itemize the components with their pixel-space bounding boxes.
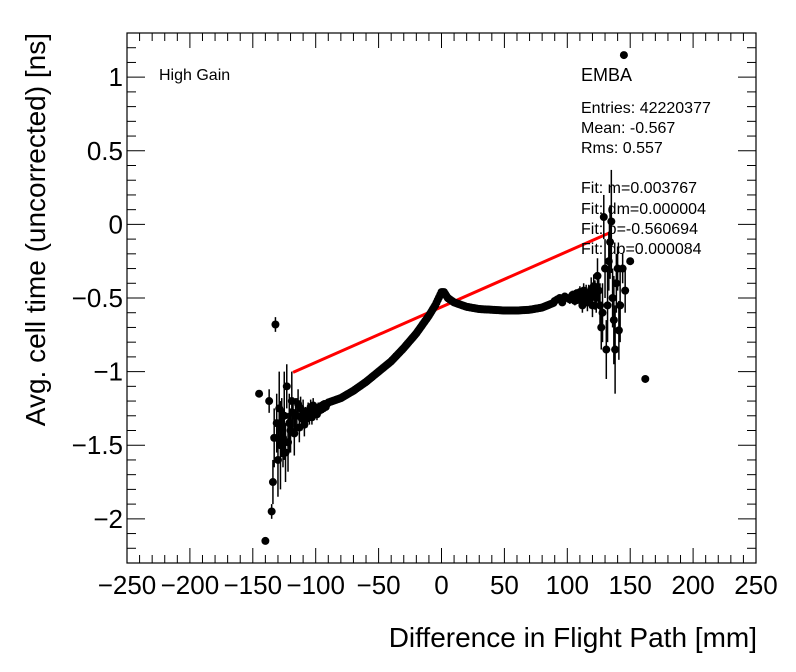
data-point: [594, 286, 603, 295]
data-point: [611, 345, 620, 354]
y-tick-label: 1: [109, 62, 123, 92]
data-point: [626, 257, 635, 266]
data-point: [607, 217, 616, 226]
stats-title: EMBA: [581, 65, 632, 85]
y-axis-title: Avg. cell time (uncorrected) [ns]: [20, 33, 51, 426]
data-point: [616, 301, 625, 310]
stats-fit-dm: Fit: dm=0.000004: [581, 201, 706, 218]
stats-fit-b: Fit: b=-0.560694: [581, 221, 698, 238]
x-tick-label: −200: [161, 570, 220, 600]
x-tick-label: −50: [357, 570, 401, 600]
data-point: [267, 507, 276, 516]
data-point: [602, 345, 611, 354]
x-tick-label: 200: [671, 570, 714, 600]
data-point: [271, 320, 280, 329]
x-tick-label: −150: [224, 570, 283, 600]
x-tick-label: 150: [609, 570, 652, 600]
data-point: [597, 323, 606, 332]
data-point: [609, 316, 618, 325]
data-point: [282, 382, 291, 391]
x-tick-label: 250: [734, 570, 777, 600]
data-point: [621, 286, 630, 295]
x-tick-label: −250: [98, 570, 157, 600]
stats-rms: Rms: 0.557: [581, 140, 663, 157]
x-tick-label: 100: [546, 570, 589, 600]
data-point: [593, 271, 602, 280]
y-tick-label: 0: [109, 209, 123, 239]
y-tick-label: −0.5: [72, 283, 123, 313]
y-tick-label: −1.5: [72, 430, 123, 460]
data-point: [323, 400, 332, 408]
y-tick-label: 0.5: [87, 136, 123, 166]
gain-label: High Gain: [159, 67, 230, 84]
data-point: [255, 389, 264, 398]
data-point: [280, 411, 289, 420]
axis-ticks-layer: −250 −200 −150 −100 −50 0 50 100 150 200 250 −2 −1.5…: [72, 32, 778, 600]
data-point: [608, 294, 617, 302]
data-point: [603, 301, 612, 310]
x-tick-label: 50: [490, 570, 519, 600]
data-point: [268, 478, 277, 487]
x-tick-label: 0: [434, 570, 448, 600]
data-points-layer: [255, 51, 650, 545]
data-point: [265, 397, 274, 406]
y-tick-label: −1: [93, 357, 123, 387]
data-point: [261, 536, 270, 545]
x-tick-label: −100: [286, 570, 345, 600]
x-axis-title: Difference in Flight Path [mm]: [389, 622, 757, 653]
stats-fit-m: Fit: m=0.003767: [581, 180, 697, 197]
stats-fit-db: Fit: db=0.000084: [581, 241, 702, 258]
data-point: [598, 308, 607, 317]
data-point: [612, 279, 621, 288]
stats-mean: Mean: -0.567: [581, 120, 675, 137]
data-point: [641, 374, 650, 383]
data-point: [614, 326, 623, 335]
data-point: [599, 213, 608, 222]
stats-entries: Entries: 42220377: [581, 100, 711, 117]
y-tick-label: −2: [93, 504, 123, 534]
data-point: [619, 51, 628, 60]
